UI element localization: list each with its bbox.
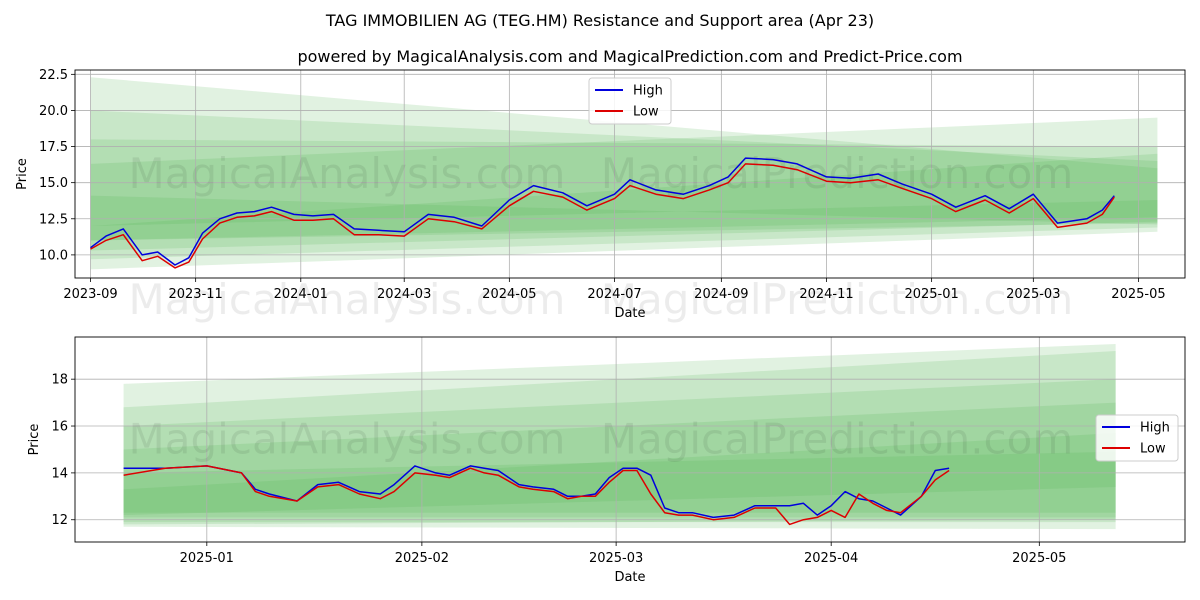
legend: High Low (1095, 414, 1179, 462)
band-5 (123, 433, 1116, 525)
bottom-panel: 2025-01 2025-02 2025-03 2025-04 2025-05 12 14 1… (27, 336, 1186, 585)
series-lines (123, 465, 950, 526)
watermark: MagicalPrediction.com (601, 275, 1074, 324)
band-1 (123, 351, 1116, 523)
x-tick-label: 2025-05 (1012, 551, 1066, 566)
x-axis-label: Date (614, 306, 645, 321)
x-tick-label: 2024-07 (587, 287, 641, 302)
y-tick-label: 18 (51, 373, 68, 388)
x-tick-label: 2024-09 (694, 287, 748, 302)
band-0 (90, 77, 1158, 270)
watermark: MagicalPrediction.com (601, 415, 1074, 464)
grid (75, 70, 1185, 278)
legend-label-high: High (1140, 421, 1170, 436)
x-tick-label: 2025-03 (1006, 287, 1060, 302)
band-0 (123, 344, 1116, 530)
series-low-line (90, 163, 1115, 269)
band-2 (90, 139, 1158, 251)
y-tick-label: 20.0 (39, 104, 68, 119)
y-tick-label: 15.0 (39, 176, 68, 191)
series-high-line (123, 465, 950, 519)
band-3 (123, 402, 1116, 513)
x-tick-label: 2024-01 (274, 287, 328, 302)
x-tick-label: 2025-02 (395, 551, 449, 566)
axes-frame (74, 336, 1186, 543)
x-axis-label: Date (614, 570, 645, 585)
x-tick-label: 2023-09 (63, 287, 117, 302)
x-tick-label: 2025-05 (1111, 287, 1165, 302)
x-tick-label: 2024-03 (377, 287, 431, 302)
y-tick-label: 12.5 (39, 212, 68, 227)
band-3 (90, 117, 1158, 241)
x-tick-label: 2024-11 (799, 287, 853, 302)
y-tick-label: 17.5 (39, 140, 68, 155)
y-tick-label: 12 (51, 513, 68, 528)
y-tick-label: 16 (51, 420, 68, 435)
forecast-bands (123, 344, 1116, 530)
chart-subtitle: powered by MagicalAnalysis.com and Magic… (297, 47, 962, 66)
watermark: MagicalAnalysis.com (129, 415, 566, 464)
series-low-line (123, 465, 950, 526)
axes-frame (74, 69, 1186, 279)
x-tick-label: 2025-04 (804, 551, 858, 566)
legend-label-low: Low (1140, 442, 1166, 457)
legend-label-high: High (633, 84, 663, 99)
top-panel: 2023-09 2023-11 2024-01 2024-03 2024-05 2024-… (15, 68, 1186, 324)
chart-title: TAG IMMOBILIEN AG (TEG.HM) Resistance an… (325, 11, 874, 30)
x-tick-label: 2025-01 (180, 551, 234, 566)
series-high-line (90, 157, 1115, 266)
watermark: MagicalAnalysis.com (129, 275, 566, 324)
grid (75, 337, 1185, 542)
series-lines (90, 157, 1115, 269)
x-tick-label: 2025-03 (589, 551, 643, 566)
y-axis-label: Price (27, 424, 42, 456)
y-tick-label: 22.5 (39, 68, 68, 83)
y-tick-label: 14 (51, 466, 68, 481)
watermark: MagicalPrediction.com (601, 149, 1074, 198)
watermark: MagicalAnalysis.com (129, 149, 566, 198)
band-4 (123, 451, 1116, 516)
legend-label-low: Low (633, 105, 659, 120)
x-tick-label: 2024-05 (482, 287, 536, 302)
x-tick-label: 2023-11 (168, 287, 222, 302)
band-2 (123, 379, 1116, 518)
y-axis-label: Price (15, 158, 30, 190)
legend: High Low (588, 77, 672, 125)
x-tick-label: 2025-01 (904, 287, 958, 302)
y-tick-label: 10.0 (39, 248, 68, 263)
